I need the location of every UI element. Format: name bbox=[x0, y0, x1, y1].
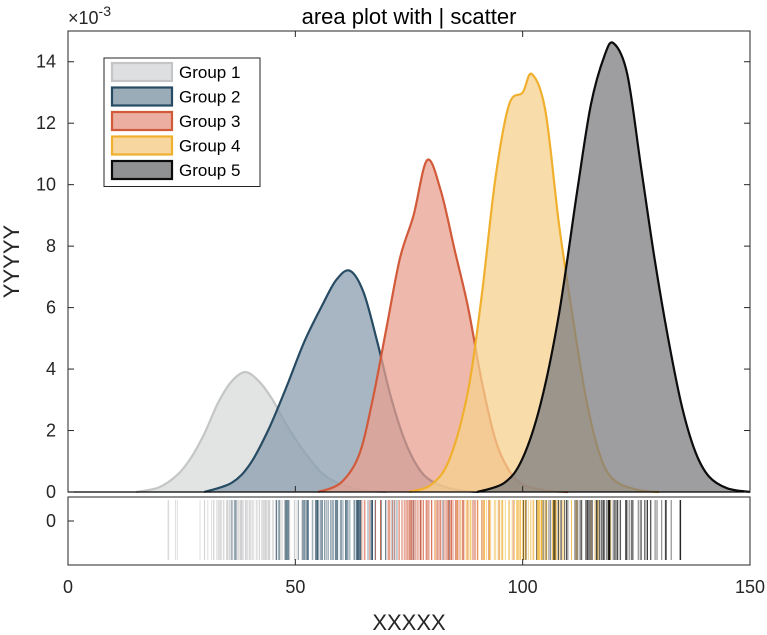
axis-ticks: 0 50 100 150 0 2 4 6 8 10 12 14 0 bbox=[36, 31, 765, 597]
area-series-layer bbox=[68, 41, 751, 494]
y-tick-label: 4 bbox=[46, 359, 56, 379]
legend-swatch-group-4 bbox=[110, 135, 174, 156]
x-axis-title: XXXXX bbox=[372, 610, 446, 635]
legend-swatch-group-1 bbox=[110, 61, 174, 83]
legend-label-group-5: Group 5 bbox=[179, 161, 240, 180]
y-axis-multiplier-base: ×10 bbox=[68, 8, 99, 28]
y-tick-label: 6 bbox=[46, 298, 56, 318]
y-axis-title: YYYYY bbox=[0, 224, 24, 298]
x-tick-label: 150 bbox=[735, 577, 765, 597]
y-tick-label: 0 bbox=[46, 482, 56, 502]
x-tick-label: 100 bbox=[508, 577, 538, 597]
x-tick-label: 50 bbox=[285, 577, 305, 597]
area-fill-group-5 bbox=[477, 42, 750, 492]
area-line-group-5 bbox=[476, 41, 751, 494]
y-tick-label: 10 bbox=[36, 175, 56, 195]
y-axis-multiplier-exponent: -3 bbox=[99, 3, 112, 19]
y-tick-label: 8 bbox=[46, 236, 56, 256]
chart-title: area plot with | scatter bbox=[302, 4, 517, 29]
y-axis-multiplier: ×10-3 bbox=[68, 3, 111, 28]
legend-label-group-1: Group 1 bbox=[179, 63, 240, 82]
strip-tick-label: 0 bbox=[46, 511, 56, 531]
scatter-strip-layer bbox=[167, 500, 682, 560]
y-tick-label: 14 bbox=[36, 52, 56, 72]
legend-label-group-4: Group 4 bbox=[179, 137, 240, 156]
strip-group-5 bbox=[523, 500, 682, 560]
area-fill-group-4 bbox=[409, 73, 660, 492]
y-tick-label: 2 bbox=[46, 421, 56, 441]
x-tick-label: 0 bbox=[63, 577, 73, 597]
legend-swatch-group-2 bbox=[110, 86, 174, 107]
legend-label-group-3: Group 3 bbox=[179, 112, 240, 131]
legend-label-group-2: Group 2 bbox=[179, 88, 240, 107]
area-fill-group-2 bbox=[204, 270, 478, 492]
area-fill-group-3 bbox=[318, 159, 569, 492]
legend-swatch-group-5 bbox=[110, 159, 174, 181]
y-tick-label: 12 bbox=[36, 113, 56, 133]
strip-group-1 bbox=[167, 500, 358, 560]
area-fill-group-1 bbox=[136, 372, 387, 492]
legend-swatch-group-3 bbox=[110, 110, 174, 132]
legend: Group 1 Group 2 Group 3 Group 4 Group 5 bbox=[103, 57, 261, 187]
